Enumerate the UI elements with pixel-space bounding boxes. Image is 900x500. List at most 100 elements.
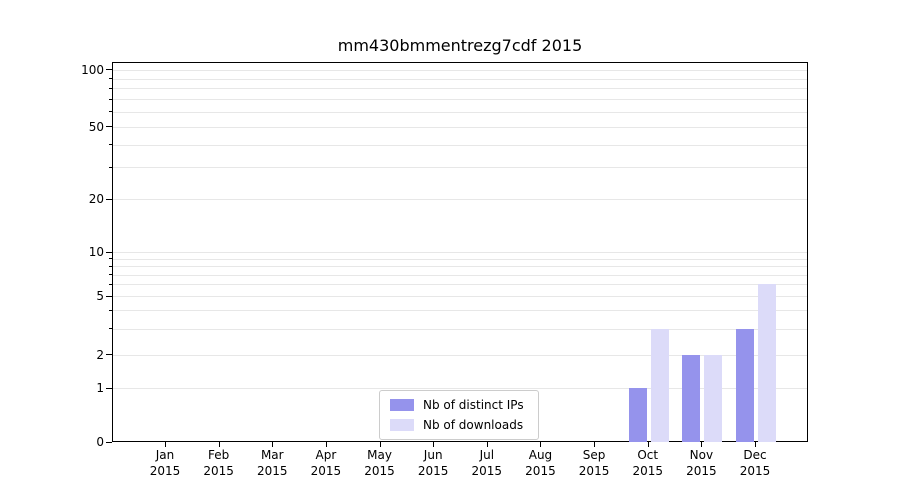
gridline <box>113 126 807 128</box>
y-tick-mark <box>106 69 112 71</box>
legend-label-distinct-ips: Nb of distinct IPs <box>423 398 524 412</box>
x-tick-label-line: 2015 <box>203 463 234 478</box>
x-tick-mark <box>594 442 596 447</box>
x-tick-mark <box>433 442 435 447</box>
y-minor-tick-mark <box>109 274 112 276</box>
legend-swatch-distinct-ips-icon <box>390 399 414 411</box>
gridline <box>113 99 807 101</box>
y-minor-tick-mark <box>109 111 112 113</box>
x-tick-mark <box>486 442 488 447</box>
x-tick-label-line: May <box>367 448 392 462</box>
y-minor-tick-mark <box>109 78 112 80</box>
gridline <box>113 284 807 286</box>
x-tick-label: Dec 2015 <box>723 448 787 480</box>
y-tick-label: 100 <box>81 62 104 77</box>
x-tick-mark <box>755 442 756 447</box>
y-tick-label: 10 <box>88 245 104 259</box>
plot-area <box>112 62 808 442</box>
bar-downloads <box>704 354 723 442</box>
x-tick-label-line: Sep <box>582 448 606 462</box>
x-tick-label-line: Jul <box>479 448 495 462</box>
gridline <box>113 258 807 260</box>
x-tick-label-line: 2015 <box>471 463 503 478</box>
gridline <box>113 354 807 356</box>
x-tick-label: Jun 2015 <box>401 448 465 480</box>
y-minor-tick-mark <box>109 144 112 146</box>
x-tick-label-line: Apr <box>315 448 337 462</box>
x-tick-label-line: Oct <box>637 448 659 462</box>
y-tick-label: 0 <box>96 435 104 449</box>
bar-downloads <box>650 328 669 442</box>
x-tick-label-line: 2015 <box>256 463 288 478</box>
y-tick-mark <box>106 441 112 443</box>
x-tick-label-line: Aug <box>528 448 553 462</box>
y-minor-tick-mark <box>109 265 112 267</box>
x-tick-mark <box>701 442 703 447</box>
gridline <box>113 328 807 330</box>
x-tick-label: May 2015 <box>348 448 412 480</box>
x-tick-mark <box>379 442 381 447</box>
x-tick-label-line: 2015 <box>310 463 342 478</box>
x-tick-label-line: 2015 <box>149 463 181 478</box>
y-tick-label: 5 <box>96 289 104 304</box>
y-tick-label: 2 <box>96 347 104 362</box>
gridline <box>113 88 807 90</box>
gridline <box>113 111 807 113</box>
legend-swatch-downloads-icon <box>390 419 414 431</box>
y-tick-mark <box>106 251 112 253</box>
x-tick-label-line: 2015 <box>364 463 395 478</box>
bar-distinct-ips <box>736 328 754 442</box>
legend-label-downloads: Nb of downloads <box>423 418 524 432</box>
gridline <box>113 78 807 80</box>
x-tick-label-line: 2015 <box>739 463 771 478</box>
y-tick-mark <box>106 126 112 128</box>
gridline <box>113 144 807 146</box>
x-tick-mark <box>647 442 649 447</box>
x-tick-label: Sep 2015 <box>562 448 626 480</box>
x-tick-mark <box>540 442 542 447</box>
x-tick-label-line: 2015 <box>686 463 717 478</box>
x-tick-label: Apr 2015 <box>294 448 358 480</box>
gridline <box>113 69 807 71</box>
x-tick-label: Oct 2015 <box>616 448 680 480</box>
bar-distinct-ips <box>682 354 701 442</box>
x-tick-label-line: Feb <box>208 448 230 462</box>
x-tick-mark <box>165 442 166 447</box>
y-tick-mark <box>106 387 112 389</box>
y-minor-tick-mark <box>109 87 112 89</box>
y-minor-tick-mark <box>109 283 112 285</box>
x-tick-label: Mar 2015 <box>240 448 304 480</box>
gridline <box>113 252 807 253</box>
x-tick-label-line: Dec <box>743 448 767 462</box>
x-tick-mark <box>218 442 220 447</box>
bar-downloads <box>758 284 776 442</box>
x-tick-label: Feb 2015 <box>187 448 251 480</box>
y-minor-tick-mark <box>109 328 112 330</box>
x-tick-label-line: 2015 <box>578 463 610 478</box>
y-tick-mark <box>106 198 112 200</box>
x-tick-label-line: Jan <box>155 448 175 462</box>
y-tick-label: 1 <box>96 381 104 396</box>
legend: Nb of distinct IPs Nb of downloads <box>379 390 539 440</box>
y-tick-mark <box>106 295 112 297</box>
y-minor-tick-mark <box>109 258 112 260</box>
x-tick-label: Nov 2015 <box>669 448 733 480</box>
x-tick-label-line: Mar <box>260 448 284 462</box>
x-tick-label: Jul 2015 <box>455 448 519 480</box>
gridline <box>113 388 807 390</box>
x-tick-label: Aug 2015 <box>508 448 572 480</box>
y-minor-tick-mark <box>109 98 112 100</box>
x-tick-label-line: 2015 <box>417 463 449 478</box>
bar-distinct-ips <box>628 388 647 442</box>
y-tick-label: 20 <box>88 192 104 207</box>
x-tick-label-line: Jun <box>423 448 443 462</box>
gridline <box>113 310 807 312</box>
x-tick-mark <box>325 442 327 447</box>
legend-item-downloads: Nb of downloads <box>390 418 524 432</box>
x-tick-label-line: Nov <box>689 448 714 462</box>
gridline <box>113 167 807 169</box>
y-tick-mark <box>106 354 112 356</box>
y-minor-tick-mark <box>109 166 112 168</box>
gridline <box>113 199 807 201</box>
